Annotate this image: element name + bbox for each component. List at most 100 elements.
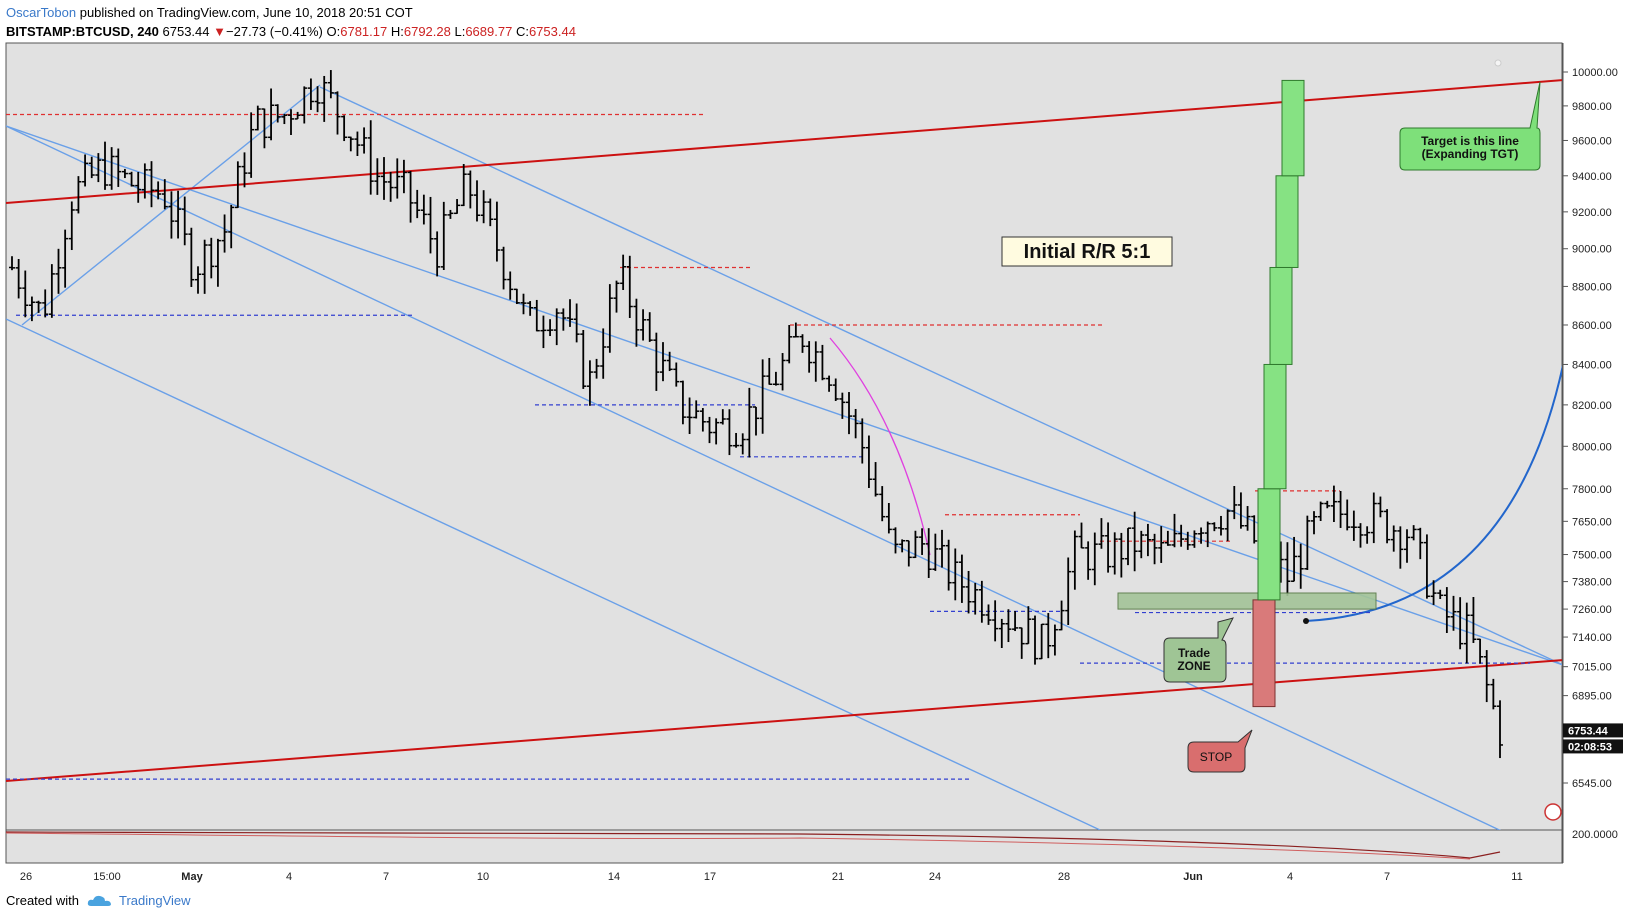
- ohlc-bar: [507, 271, 514, 300]
- ohlc-bar: [1284, 542, 1291, 596]
- author-link[interactable]: OscarTobon: [6, 5, 77, 20]
- ohlc-bar: [1337, 491, 1344, 528]
- ohlc-bar: [939, 529, 945, 568]
- ohlc-bar: [321, 75, 328, 122]
- price-tick-label: 9600.00: [1572, 135, 1612, 147]
- ohlc-bar: [1470, 597, 1477, 643]
- ohlc-bar: [201, 239, 208, 294]
- channel-line: [6, 125, 1562, 666]
- ohlc-bar: [520, 293, 527, 315]
- ohlc-bar: [753, 406, 759, 436]
- ohlc-bar: [573, 303, 580, 343]
- ohlc-bar: [613, 280, 620, 313]
- ohlc-bar: [1098, 518, 1105, 549]
- ohlc-bar: [998, 618, 1005, 648]
- price-change: −27.73 (−0.41%): [226, 24, 323, 39]
- ohlc-bar: [387, 171, 394, 202]
- ohlc-bar: [653, 332, 660, 391]
- time-tick-label: 7: [1384, 871, 1390, 883]
- ohlc-bar: [420, 194, 427, 225]
- plot-area[interactable]: [5, 42, 1563, 864]
- ohlc-bar: [1218, 515, 1224, 536]
- price-tick-label: 8800.00: [1572, 281, 1612, 293]
- time-tick-label: 14: [608, 871, 620, 883]
- price-tick-label: 9400.00: [1572, 171, 1612, 183]
- ohlc-bar: [1138, 530, 1145, 559]
- ohlc-bar: [912, 530, 919, 559]
- rr-box: [1001, 236, 1173, 267]
- ohlc-bar: [1171, 513, 1178, 548]
- ohlc-bar: [1297, 543, 1304, 589]
- ohlc-bar: [1244, 506, 1251, 531]
- ohlc-bar: [540, 315, 547, 349]
- ohlc-bar: [1463, 602, 1470, 664]
- ohlc-bar: [513, 288, 520, 305]
- symbol-label[interactable]: BITSTAMP:BTCUSD, 240: [6, 24, 159, 39]
- time-tick-label: 21: [832, 871, 844, 883]
- ohlc-bar: [1423, 534, 1430, 599]
- ohlc-bar: [1078, 522, 1085, 549]
- ohlc-bar: [168, 191, 175, 239]
- time-tick-label: 11: [1511, 871, 1522, 883]
- ohlc-bar: [254, 105, 261, 131]
- ohlc-bar: [148, 161, 155, 208]
- ohlc-bar: [268, 88, 275, 141]
- ohlc-bar: [892, 527, 899, 554]
- ohlc-bar: [1085, 541, 1092, 580]
- ohlc-bar: [1151, 533, 1158, 565]
- ohlc-bar: [593, 358, 600, 379]
- ohlc-bar: [958, 554, 965, 603]
- time-tick-label: 4: [1287, 871, 1293, 883]
- target-box: [1275, 175, 1299, 268]
- ohlc-bar: [35, 300, 42, 313]
- ohlc-bar: [447, 209, 454, 219]
- ohlc-bar: [1497, 700, 1503, 759]
- target-callout: [1399, 81, 1541, 171]
- price-tick-label: 7015.00: [1572, 662, 1612, 674]
- low-value: 6689.77: [465, 24, 513, 39]
- ohlc-bar: [394, 158, 401, 199]
- price-tick-label: 7380.00: [1572, 577, 1612, 589]
- ohlc-bar: [460, 163, 467, 207]
- ohlc-bar: [9, 256, 15, 271]
- time-tick-label: 4: [286, 871, 292, 883]
- high-label: H:: [390, 24, 404, 39]
- price-tick-label: 8400.00: [1572, 359, 1612, 371]
- ohlc-bar: [434, 231, 441, 277]
- ohlc-bar: [1237, 492, 1244, 529]
- price-tick-label: 10000.00: [1572, 67, 1618, 79]
- ohlc-bar: [307, 78, 314, 110]
- target-text-line1: Target is this line: [1421, 134, 1519, 148]
- price-tick-label: 9800.00: [1572, 101, 1612, 113]
- flag-icon: [1544, 803, 1562, 821]
- tradingview-link[interactable]: TradingView: [118, 893, 191, 908]
- channel-line: [319, 86, 1562, 666]
- ohlc-bar: [1311, 511, 1317, 535]
- ohlc-bar: [1038, 623, 1045, 660]
- ohlc-bar: [1251, 515, 1258, 544]
- current-price-badge: [1563, 723, 1623, 738]
- time-axis[interactable]: 26 15:00 May 4 7 10 14 17 21 24 28 Jun 4 7 11: [20, 871, 1523, 883]
- ohlc-bar: [1198, 527, 1205, 544]
- price-axis[interactable]: 10000.00 9800.00 9600.00 9400.00 9200.00 9000…: [1563, 67, 1623, 790]
- ohlc-bar: [699, 408, 706, 432]
- ohlc-bar: [1231, 486, 1238, 520]
- ohlc-bar: [1404, 529, 1410, 563]
- ohlc-bar: [493, 201, 500, 262]
- ohlc-bar: [646, 312, 653, 342]
- ohlc-bar: [620, 254, 627, 291]
- rr-text: Initial R/R 5:1: [1024, 241, 1151, 263]
- ohlc-bar: [1158, 526, 1165, 563]
- ohlc-bar: [1324, 500, 1331, 509]
- ohlc-bar: [1184, 531, 1191, 550]
- ohlc-bar: [181, 196, 188, 246]
- ohlc-bar: [1291, 536, 1298, 582]
- chart-header: OscarTobon published on TradingView.com,…: [6, 3, 576, 41]
- ohlc-bar: [214, 238, 221, 287]
- ohlc-bar: [1417, 527, 1424, 560]
- ohlc-bar: [826, 375, 833, 392]
- ohlc-bar: [1191, 530, 1198, 548]
- ohlc-bar: [135, 171, 142, 203]
- ohlc-bar: [407, 170, 414, 223]
